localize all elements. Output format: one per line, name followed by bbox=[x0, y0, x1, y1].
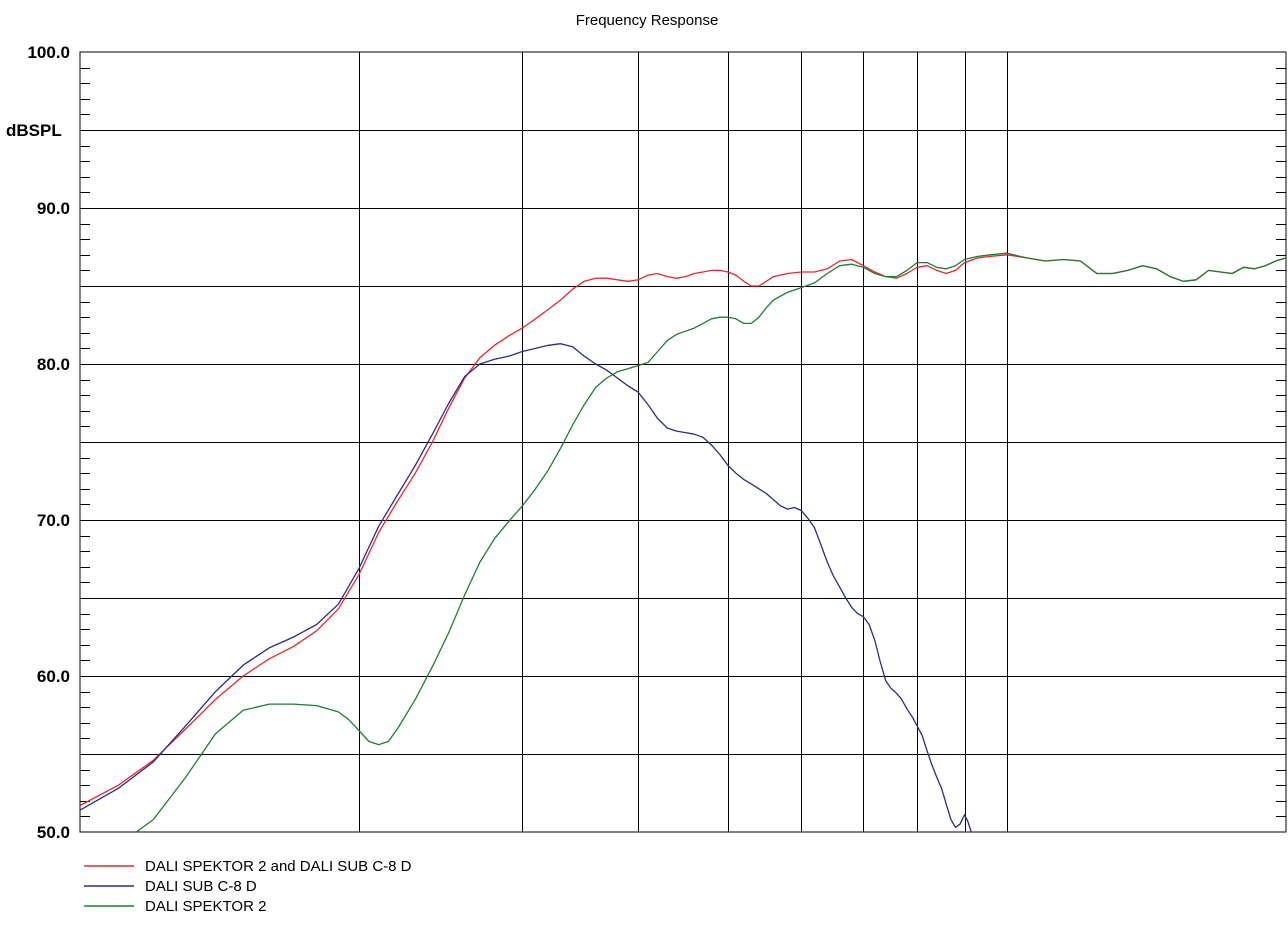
y-tick-label: 90.0 bbox=[37, 199, 70, 218]
y-axis-unit-label: dBSPL bbox=[6, 121, 62, 140]
y-tick-label: 80.0 bbox=[37, 355, 70, 374]
chart-title: Frequency Response bbox=[576, 12, 719, 29]
y-tick-label: 100.0 bbox=[27, 43, 70, 62]
series-line-1 bbox=[79, 254, 1287, 807]
legend-label-2: DALI SUB C-8 D bbox=[145, 878, 257, 895]
y-tick-label: 70.0 bbox=[37, 511, 70, 530]
y-tick-label: 60.0 bbox=[37, 667, 70, 686]
legend: DALI SPEKTOR 2 and DALI SUB C-8 D DALI SU… bbox=[84, 858, 412, 915]
series-lines bbox=[79, 252, 1287, 833]
series-line-2 bbox=[79, 343, 972, 833]
plot-frame bbox=[79, 51, 1287, 833]
y-minor-ticks bbox=[80, 68, 1286, 817]
legend-label-1: DALI SPEKTOR 2 and DALI SUB C-8 D bbox=[145, 858, 412, 875]
series-line-3 bbox=[135, 252, 1287, 833]
y-tick-label: 50.0 bbox=[37, 823, 70, 842]
legend-label-3: DALI SPEKTOR 2 bbox=[145, 898, 266, 915]
y-axis-ticks: 100.0 90.0 80.0 70.0 60.0 50.0 bbox=[27, 43, 70, 842]
grid-lines bbox=[80, 52, 1286, 832]
